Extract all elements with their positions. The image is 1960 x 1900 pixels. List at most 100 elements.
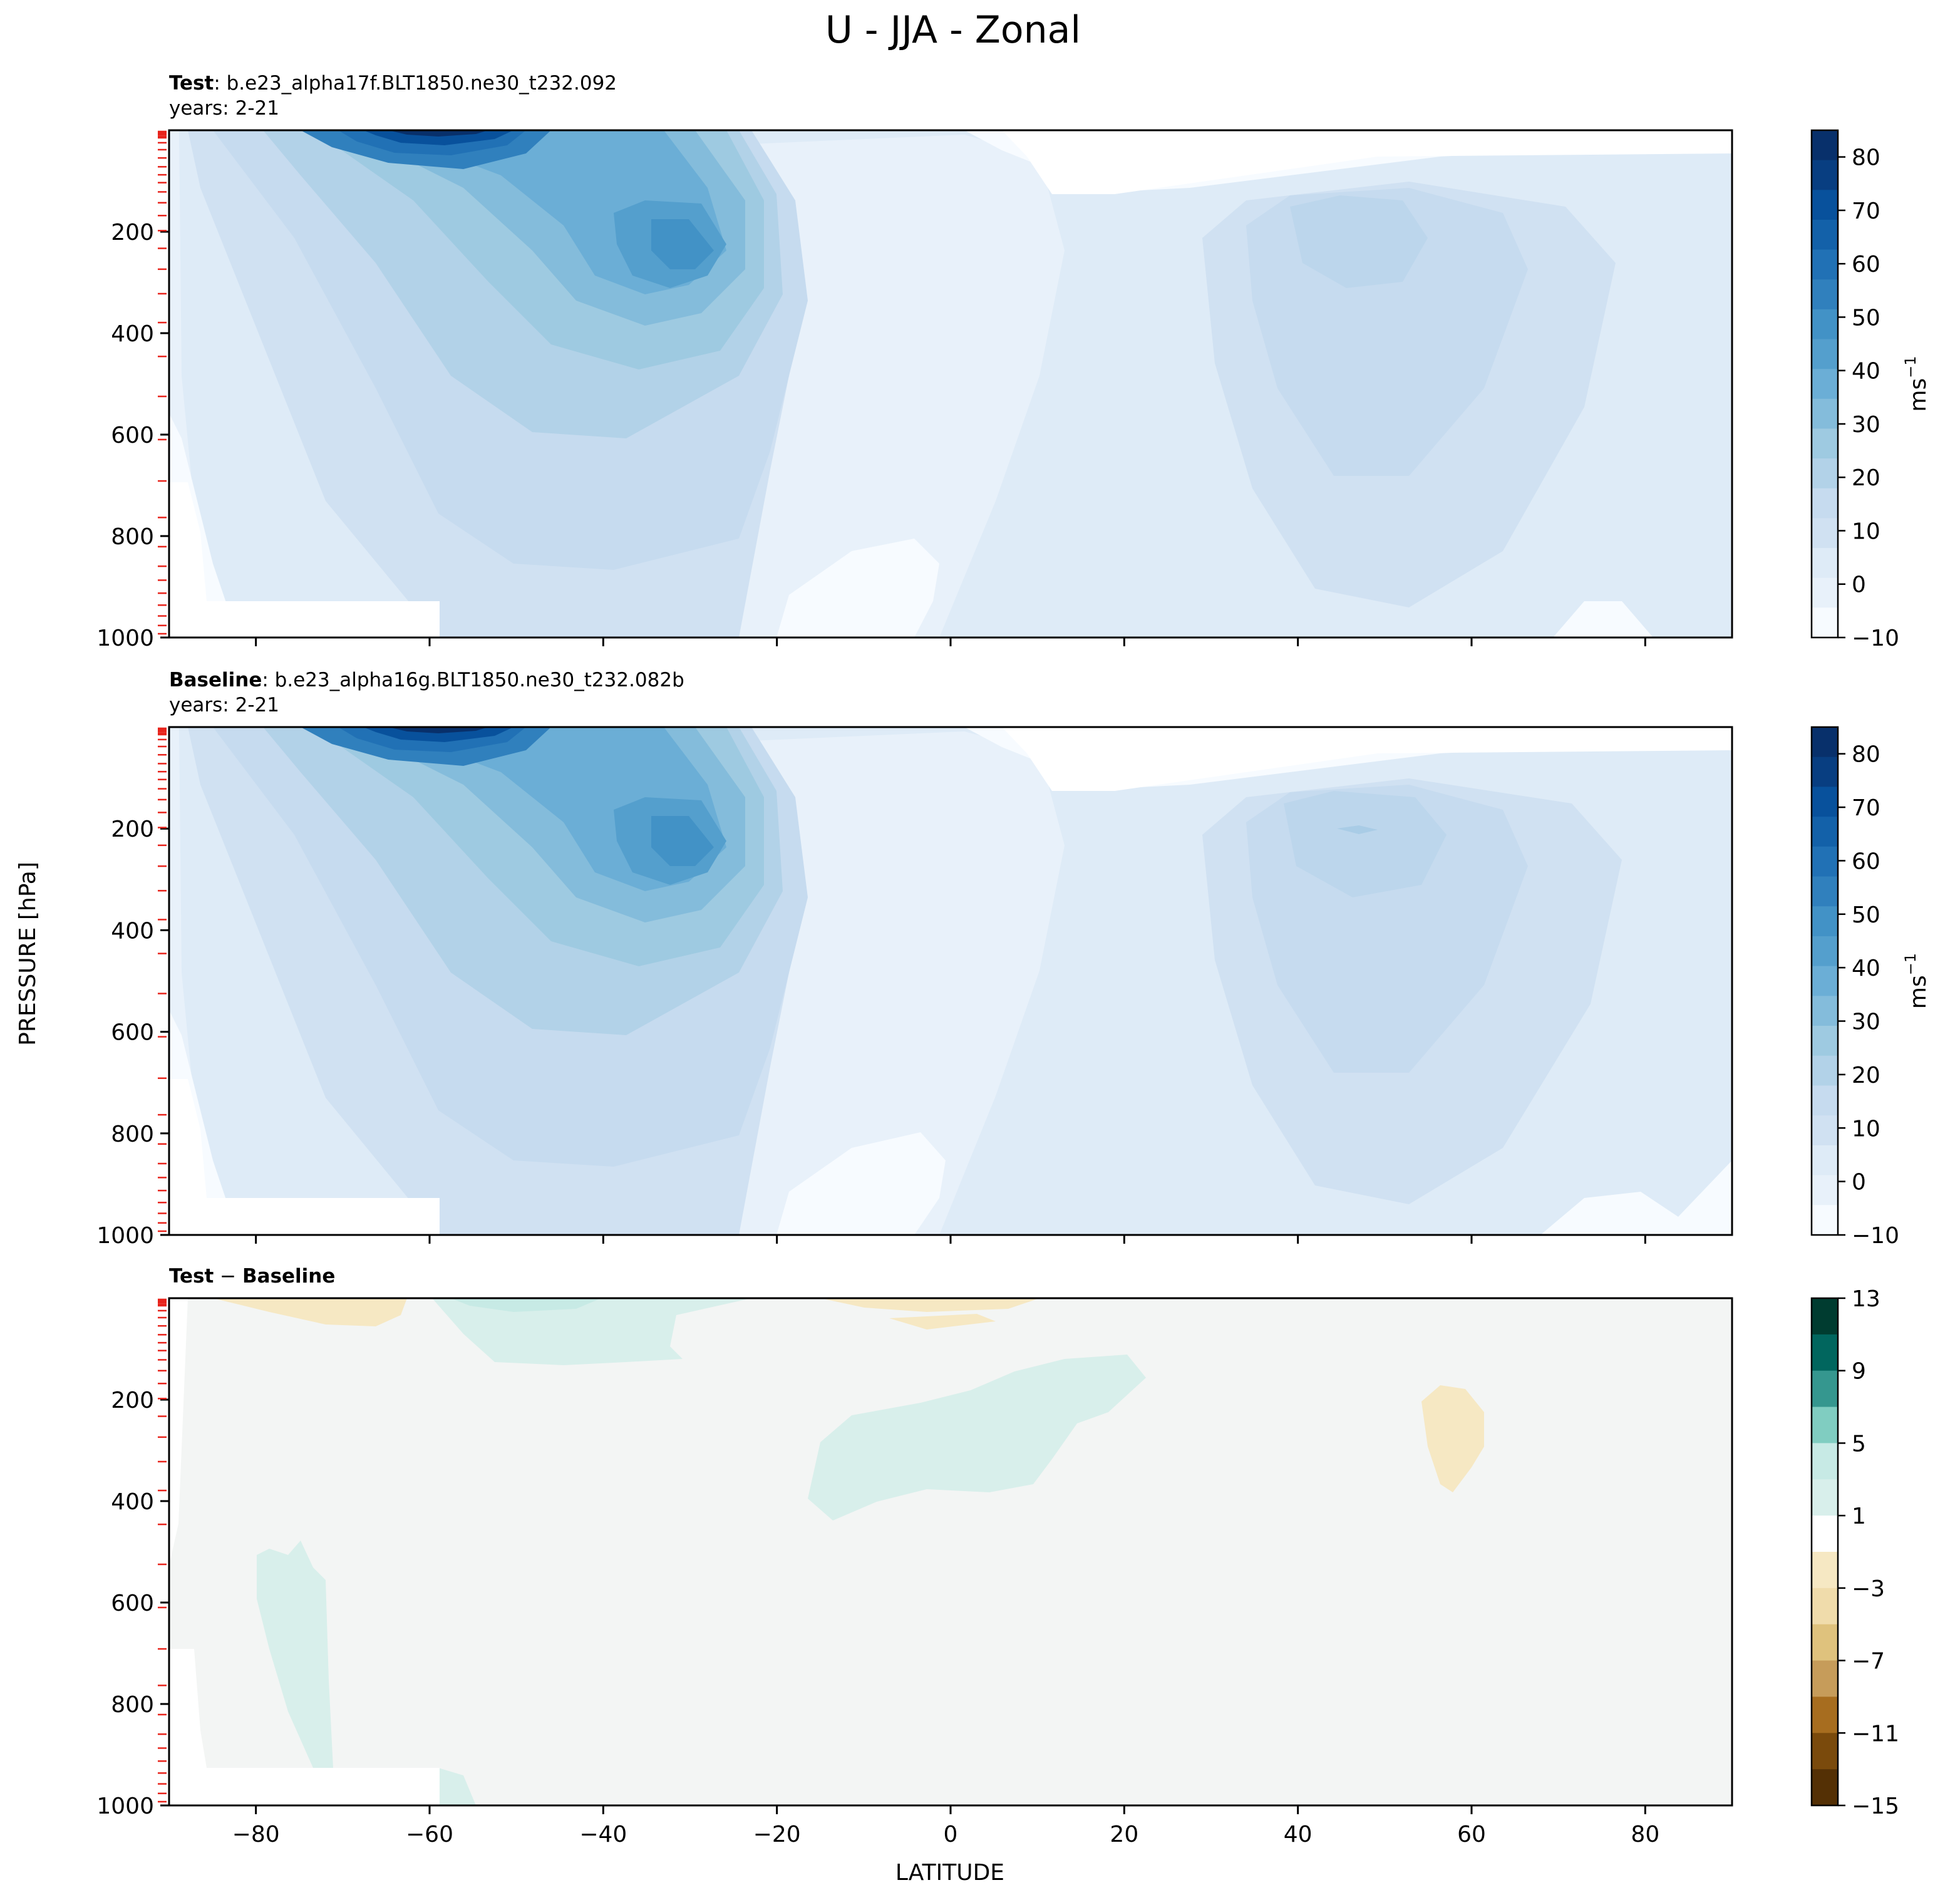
colorbar-swatch (1812, 1298, 1838, 1335)
panel-diff-level-markers (158, 1298, 167, 1803)
colorbar-swatch (1812, 369, 1838, 400)
x-tick-label: 80 (1631, 1822, 1659, 1847)
panel-test-level-markers (158, 130, 167, 635)
colorbar-tick-label: 60 (1852, 849, 1880, 874)
colorbar-tick-label: 1 (1852, 1504, 1866, 1529)
colorbar-tick-label: 60 (1852, 252, 1880, 277)
x-tick-label: 20 (1110, 1822, 1138, 1847)
panel-diff-yticks: 200 400 600 800 1000 (96, 1388, 169, 1819)
figure-title: U - JJA - Zonal (825, 8, 1081, 52)
panel-baseline-contours (169, 727, 1732, 1235)
y-tick-label: 800 (111, 1692, 154, 1718)
x-tick-label: 40 (1284, 1822, 1313, 1847)
panel-baseline-colorbar: 80 70 60 50 40 30 20 10 0 −10 ms−1 (1810, 726, 1931, 1249)
contour-band-antarctic-mask (169, 482, 207, 601)
panel-baseline-xticks (255, 1235, 1646, 1244)
colorbar-swatch (1812, 190, 1838, 220)
colorbar-swatch (1812, 996, 1838, 1026)
panel-test-xticks (255, 638, 1646, 646)
contour-diff-neg-nh-mid (1421, 1385, 1484, 1492)
contour-diff-pos-strat-core (451, 1298, 601, 1312)
colorbar-swatch (1812, 876, 1838, 907)
panel-test: Test: b.e23_alpha17f.BLT1850.ne30_t232.0… (96, 72, 1931, 651)
contour-band-stratjet-80 (388, 727, 488, 733)
colorbar-swatch (1812, 1515, 1838, 1552)
contour-diff-pos-antarctic (257, 1541, 333, 1768)
colorbar-swatch (1812, 1552, 1838, 1589)
contour-diff-pos-strat (432, 1298, 751, 1365)
panel-diff-label: Test − Baseline (169, 1265, 335, 1288)
colorbar-tick-label: −3 (1852, 1576, 1885, 1602)
x-tick-label: −60 (406, 1822, 453, 1847)
colorbar-tick-label: 80 (1852, 145, 1880, 171)
panel-baseline-label-bold: Baseline (169, 669, 262, 691)
colorbar-swatch (1812, 279, 1838, 310)
x-tick-label: −40 (579, 1822, 627, 1847)
colorbar-swatch (1812, 817, 1838, 847)
contour-band-easterly (1002, 130, 1732, 194)
panel-test-colorbar: 80 70 60 50 40 30 20 10 0 −10 ms−1 (1810, 129, 1931, 651)
contour-diff-neg-equ-top2 (889, 1314, 996, 1329)
colorbar-units-label: ms−1 (1902, 356, 1931, 411)
colorbar-tick-label: 10 (1852, 519, 1880, 544)
colorbar-frame (1810, 726, 1839, 1236)
colorbar-swatch (1812, 1733, 1838, 1770)
colorbar-tick-label: 50 (1852, 902, 1880, 928)
contour-band-nh-core (1337, 825, 1378, 834)
colorbar-tick-label: 5 (1852, 1431, 1866, 1457)
panel-baseline: Baseline: b.e23_alpha16g.BLT1850.ne30_t2… (96, 669, 1931, 1249)
colorbar-swatch (1812, 1769, 1838, 1806)
colorbar-swatch (1812, 787, 1838, 817)
colorbar-swatch (1812, 1588, 1838, 1625)
panel-test-label-rest: : b.e23_alpha17f.BLT1850.ne30_t232.092 (214, 72, 617, 95)
contour-band-40-45 (651, 816, 714, 866)
colorbar-swatch (1812, 1115, 1838, 1146)
colorbar-units-base: ms (1906, 378, 1931, 412)
colorbar-units-exponent: −1 (1902, 953, 1919, 975)
contour-diff-neg-polar-top (213, 1298, 407, 1326)
colorbar-tick-label: 30 (1852, 1009, 1880, 1035)
colorbar-tick-label: 70 (1852, 795, 1880, 821)
x-axis-label: LATITUDE (895, 1860, 1004, 1886)
panel-baseline-level-markers (158, 727, 167, 1232)
y-tick-label: 400 (111, 321, 154, 347)
colorbar-swatch (1812, 1624, 1838, 1661)
colorbar-tick-label: 40 (1852, 956, 1880, 981)
colorbar-swatch (1812, 518, 1838, 549)
contour-diff-mask-left (169, 1649, 207, 1768)
panel-test-label-bold: Test (169, 72, 214, 95)
colorbar-swatch (1812, 1205, 1838, 1236)
colorbar-tick-label: 9 (1852, 1359, 1866, 1385)
panel-baseline-yticks: 200 400 600 800 1000 (96, 817, 169, 1249)
panel-diff-label-bold2: Baseline (242, 1265, 335, 1288)
panel-test-years: years: 2-21 (169, 97, 279, 120)
colorbar-swatch (1812, 458, 1838, 489)
contour-band-lower-weak (776, 1132, 946, 1235)
colorbar-units-exponent: −1 (1902, 356, 1919, 378)
contour-band-antarctic-mask (169, 1079, 207, 1198)
y-tick-label: 400 (111, 918, 154, 944)
panel-test-contours (169, 130, 1732, 638)
colorbar-swatch (1812, 160, 1838, 190)
colorbar-tick-label: 0 (1852, 1170, 1866, 1195)
colorbar-swatch (1812, 1085, 1838, 1116)
y-tick-label: 800 (111, 1122, 154, 1147)
panel-baseline-label: Baseline: b.e23_alpha16g.BLT1850.ne30_t2… (169, 669, 684, 691)
colorbar-tick-label: 20 (1852, 465, 1880, 491)
panel-diff-label-bold: Test (169, 1265, 214, 1288)
x-tick-label: 0 (944, 1822, 958, 1847)
colorbar-swatch (1812, 1407, 1838, 1444)
contour-band-nh-15-20 (1284, 791, 1447, 897)
contour-diff-neg-equ-top (820, 1298, 1039, 1312)
colorbar-swatch (1812, 309, 1838, 340)
colorbar-tick-label: 50 (1852, 305, 1880, 331)
colorbar-swatch (1812, 756, 1838, 788)
colorbar-swatch (1812, 607, 1838, 638)
colorbar-swatch (1812, 548, 1838, 579)
contour-band-nh-polar-weak (1553, 601, 1653, 638)
colorbar-tick-label: −7 (1852, 1649, 1885, 1675)
contour-diff-pos-equ-upper (808, 1355, 1146, 1521)
colorbar-tick-label: 10 (1852, 1116, 1880, 1142)
